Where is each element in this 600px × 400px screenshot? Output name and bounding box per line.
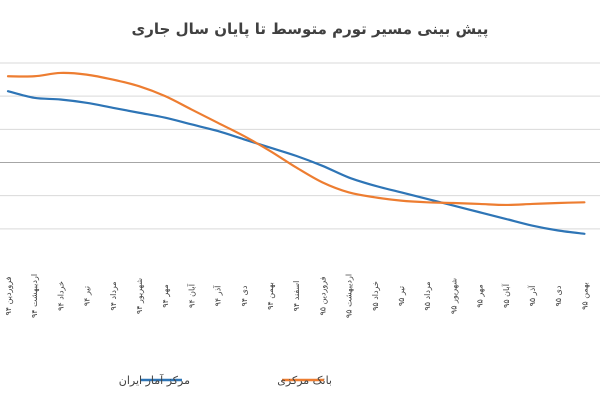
x-tick-label: فروردین ۹۵ (318, 276, 327, 315)
series-line-0 (6, 90, 586, 235)
x-tick-label: خرداد ۹۵ (371, 281, 380, 311)
x-tick-label: دی ۹۴ (240, 285, 249, 306)
x-tick-label: تیر ۹۴ (83, 286, 92, 306)
x-tick-label: بهمن ۹۴ (266, 282, 275, 310)
x-tick-label: آذر ۹۴ (213, 285, 223, 307)
x-tick-label: اردیبهشت ۹۵ (345, 274, 354, 318)
x-tick-label: بهمن ۹۵ (580, 282, 589, 310)
x-tick-label: شهریور ۹۵ (449, 278, 458, 314)
x-tick-label: آبان ۹۵ (501, 283, 511, 308)
x-tick-label: مهر ۹۵ (476, 284, 485, 308)
x-tick-label: شهریور ۹۴ (135, 278, 144, 314)
legend-label-0: مرکز آمار ایران (119, 373, 190, 387)
x-tick-label: آذر ۹۵ (527, 285, 537, 307)
x-tick-label: فروردین ۹۴ (4, 276, 13, 315)
x-tick-label: دی ۹۵ (554, 285, 563, 306)
x-tick-label: آبان ۹۴ (186, 283, 196, 308)
series-lines (6, 71, 586, 235)
x-tick-label: خرداد ۹۴ (56, 281, 65, 311)
chart-title: پیش بینی مسیر تورم متوسط تا پایان سال جا… (132, 20, 489, 39)
x-tick-label: مرداد ۹۴ (109, 281, 118, 310)
x-tick-label: مرداد ۹۵ (423, 281, 432, 310)
series-line-1 (6, 71, 586, 207)
x-tick-labels: فروردین ۹۴ اردیبهشت ۹۴ خرداد ۹۴ تیر ۹۴ مرداد… (4, 274, 589, 318)
x-tick-label: اسفند ۹۴ (292, 281, 301, 312)
x-tick-label: اردیبهشت ۹۴ (30, 274, 39, 318)
legend-label-1: بانک مرکزی (277, 374, 332, 387)
x-tick-label: مهر ۹۴ (161, 284, 170, 308)
x-tick-label: تیر ۹۵ (397, 286, 406, 306)
legend: مرکز آمار ایران بانک مرکزی (119, 373, 332, 387)
